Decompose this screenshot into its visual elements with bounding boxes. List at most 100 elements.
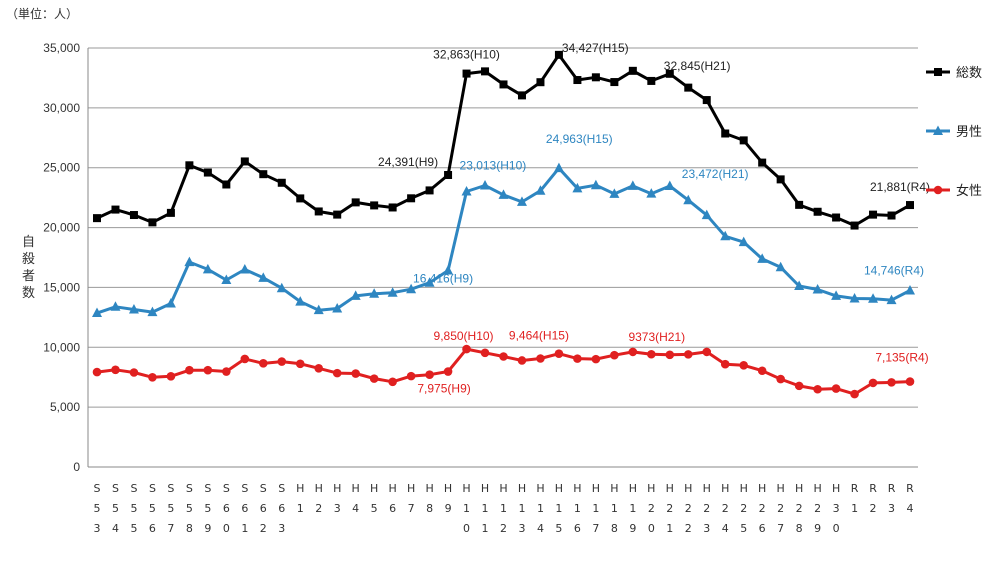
data-point — [148, 218, 157, 227]
data-label: 23,013(H10) — [460, 159, 527, 173]
data-point — [887, 378, 896, 387]
data-point — [480, 348, 490, 358]
data-label: 24,391(H9) — [378, 155, 438, 169]
data-point — [869, 210, 878, 219]
data-point — [185, 161, 194, 170]
data-point — [462, 69, 471, 78]
data-point — [111, 365, 120, 375]
data-point — [775, 261, 786, 272]
data-point — [646, 188, 657, 198]
data-label: 21,881(R4) — [870, 180, 930, 194]
data-point — [868, 378, 878, 388]
x-axis: S 5 3 S 5 4 S 5 5 S 5 6 S 5 7 S 5 8 S 5 9 S 6 0 S 6 1 S 6 2 S 6 3 H 1 H 2 H 3 H… — [94, 482, 915, 535]
y-tick-label: 30,000 — [43, 101, 80, 115]
data-point — [887, 211, 896, 220]
data-point — [776, 175, 785, 184]
data-point — [333, 210, 342, 219]
data-point — [832, 213, 841, 222]
data-point — [166, 372, 176, 381]
data-point — [590, 179, 601, 190]
data-point — [424, 277, 435, 287]
data-point — [129, 211, 138, 220]
data-label: 7,135(R4) — [875, 351, 928, 365]
series-1 — [92, 162, 915, 318]
data-point — [795, 200, 804, 209]
data-label: 9,850(H10) — [434, 329, 494, 343]
data-point — [369, 374, 379, 383]
data-point — [573, 354, 582, 363]
data-point — [147, 306, 158, 317]
data-point — [314, 207, 323, 216]
data-point — [868, 293, 879, 303]
data-point — [794, 280, 805, 290]
data-point — [610, 78, 619, 87]
y-tick-label: 5,000 — [50, 400, 80, 414]
y-tick-label: 20,000 — [43, 221, 80, 235]
data-point — [425, 370, 434, 379]
data-point — [572, 182, 583, 193]
data-point — [370, 201, 379, 210]
data-point — [536, 78, 545, 87]
data-point — [222, 367, 231, 376]
data-point — [166, 208, 175, 217]
data-point — [831, 290, 842, 300]
legend-marker — [934, 68, 942, 76]
data-point — [93, 214, 101, 223]
data-point — [647, 76, 656, 85]
series-0 — [93, 50, 914, 230]
data-label: 7,975(H9) — [417, 382, 470, 396]
data-point — [665, 350, 675, 360]
data-point — [129, 368, 139, 377]
data-point — [203, 365, 213, 375]
data-point — [758, 158, 767, 167]
data-point — [831, 384, 841, 393]
data-point — [259, 170, 268, 179]
data-point — [720, 230, 731, 241]
data-point — [498, 189, 509, 199]
data-point — [350, 290, 361, 300]
data-point — [276, 282, 287, 293]
data-point — [314, 364, 324, 373]
data-point — [721, 129, 730, 138]
data-point — [554, 349, 564, 359]
data-point — [407, 194, 416, 203]
data-label: 32,845(H21) — [664, 59, 731, 73]
y-tick-label: 15,000 — [43, 280, 80, 294]
data-point — [295, 359, 305, 369]
data-point — [850, 389, 859, 399]
data-label: 16,416(H9) — [413, 271, 473, 285]
data-point — [886, 294, 897, 305]
legend-marker — [933, 185, 943, 195]
data-point — [702, 96, 711, 105]
data-point — [277, 357, 287, 366]
unit-label: （単位：人） — [6, 6, 78, 21]
data-point — [776, 374, 785, 384]
data-point — [443, 264, 454, 275]
data-point — [609, 188, 620, 198]
